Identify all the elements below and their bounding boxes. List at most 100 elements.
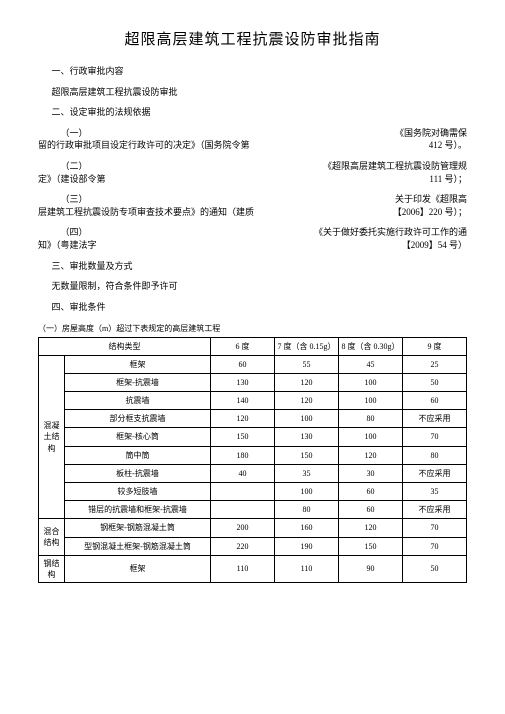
cell-type: 较多短肢墙 xyxy=(65,483,211,501)
cell-value: 100 xyxy=(339,373,403,391)
col-6deg: 6 度 xyxy=(211,337,275,355)
legal-item-left: （四）知》（粤建法字 xyxy=(38,226,314,251)
legal-item-ref1: 《超限高层建筑工程抗震设防管理规 xyxy=(323,160,467,173)
col-9deg: 9 度 xyxy=(403,337,467,355)
cell-type: 框架 xyxy=(65,355,211,373)
cell-value: 90 xyxy=(339,555,403,582)
cell-value: 120 xyxy=(275,373,339,391)
table-row: 板柱-抗震墙403530不应采用 xyxy=(39,464,467,482)
legal-item-number: （一） xyxy=(38,127,385,140)
table-row: 较多短肢墙 1006035 xyxy=(39,483,467,501)
legal-item-ref2: 【2006】220 号）； xyxy=(393,206,467,219)
cell-value: 35 xyxy=(403,483,467,501)
cell-value: 60 xyxy=(403,392,467,410)
section-4-head: 四、审批条件 xyxy=(38,301,467,314)
legal-item: （一）留的行政审批项目设定行政许可的决定》（国务院令第《国务院对确需保412 号… xyxy=(38,127,467,152)
cell-value: 160 xyxy=(275,519,339,537)
cell-type: 错层的抗震墙和框架-抗震墙 xyxy=(65,501,211,519)
legal-item-ref2: 412 号）。 xyxy=(395,139,467,152)
cell-value: 100 xyxy=(275,483,339,501)
cell-value: 55 xyxy=(275,355,339,373)
cell-value: 150 xyxy=(275,446,339,464)
cell-value: 140 xyxy=(211,392,275,410)
cell-value: 190 xyxy=(275,537,339,555)
cell-type: 板柱-抗震墙 xyxy=(65,464,211,482)
legal-item-number: （四） xyxy=(38,226,304,239)
cell-type: 框架-核心筒 xyxy=(65,428,211,446)
cell-value: 150 xyxy=(211,428,275,446)
legal-item-right: 《超限高层建筑工程抗震设防管理规111 号）； xyxy=(323,160,467,185)
legal-item-left: （二）定》（建设部令第 xyxy=(38,160,323,185)
legal-item-text: 留的行政审批项目设定行政许可的决定》（国务院令第 xyxy=(38,140,250,150)
table-caption: （一）房屋高度（m）超过下表规定的高层建筑工程 xyxy=(38,323,467,334)
cell-value: 80 xyxy=(403,446,467,464)
cell-type: 型钢混凝土框架-钢筋混凝土筒 xyxy=(65,537,211,555)
table-row: 错层的抗震墙和框架-抗震墙 8060不应采用 xyxy=(39,501,467,519)
cell-value xyxy=(211,501,275,519)
legal-item-left: （三）层建筑工程抗震设防专项审查技术要点》的通知（建质 xyxy=(38,193,393,218)
section-3-text: 无数量限制，符合条件即予许可 xyxy=(38,280,467,293)
cell-type: 部分框支抗震墙 xyxy=(65,410,211,428)
col-structure-type: 结构类型 xyxy=(39,337,211,355)
cell-value: 130 xyxy=(211,373,275,391)
group-label: 混凝土结构 xyxy=(39,355,65,519)
cell-value: 50 xyxy=(403,373,467,391)
cell-value: 80 xyxy=(339,410,403,428)
cell-value: 100 xyxy=(275,410,339,428)
legal-item-left: （一）留的行政审批项目设定行政许可的决定》（国务院令第 xyxy=(38,127,395,152)
cell-value: 220 xyxy=(211,537,275,555)
cell-value: 100 xyxy=(339,392,403,410)
legal-item-text: 定》（建设部令第 xyxy=(38,174,106,184)
legal-item-right: 关于印发《超限高【2006】220 号）； xyxy=(393,193,467,218)
cell-type: 框架 xyxy=(65,555,211,582)
cell-value: 35 xyxy=(275,464,339,482)
cell-value: 110 xyxy=(211,555,275,582)
group-label: 钢结构 xyxy=(39,555,65,582)
cell-value: 80 xyxy=(275,501,339,519)
cell-value: 120 xyxy=(339,519,403,537)
cell-value: 120 xyxy=(339,446,403,464)
cell-value: 不应采用 xyxy=(403,464,467,482)
legal-item-right: 《关于做好委托实施行政许可工作的通【2009】54 号） xyxy=(314,226,467,251)
table-row: 混凝土结构框架60554525 xyxy=(39,355,467,373)
table-row: 部分框支抗震墙12010080不应采用 xyxy=(39,410,467,428)
cell-value: 不应采用 xyxy=(403,410,467,428)
page-title: 超限高层建筑工程抗震设防审批指南 xyxy=(38,30,467,51)
cell-value: 70 xyxy=(403,428,467,446)
table-row: 筒中筒18015012080 xyxy=(39,446,467,464)
legal-item-right: 《国务院对确需保412 号）。 xyxy=(395,127,467,152)
cell-type: 钢框架-钢筋混凝土筒 xyxy=(65,519,211,537)
cell-type: 筒中筒 xyxy=(65,446,211,464)
table-row: 型钢混凝土框架-钢筋混凝土筒22019015070 xyxy=(39,537,467,555)
cell-value: 60 xyxy=(339,483,403,501)
cell-value: 30 xyxy=(339,464,403,482)
legal-item-text: 知》（粤建法字 xyxy=(38,240,97,250)
col-8deg: 8 度（含 0.30g） xyxy=(339,337,403,355)
legal-item-number: （二） xyxy=(38,160,313,173)
cell-value: 70 xyxy=(403,537,467,555)
col-7deg: 7 度（含 0.15g） xyxy=(275,337,339,355)
cell-value: 120 xyxy=(211,410,275,428)
table-row: 混合结构钢框架-钢筋混凝土筒20016012070 xyxy=(39,519,467,537)
table-header-row: 结构类型 6 度 7 度（含 0.15g） 8 度（含 0.30g） 9 度 xyxy=(39,337,467,355)
cell-value: 60 xyxy=(211,355,275,373)
legal-item-number: （三） xyxy=(38,193,383,206)
cell-value: 不应采用 xyxy=(403,501,467,519)
cell-value: 60 xyxy=(339,501,403,519)
cell-value: 25 xyxy=(403,355,467,373)
cell-value: 50 xyxy=(403,555,467,582)
cell-value: 45 xyxy=(339,355,403,373)
table-row: 抗震墙14012010060 xyxy=(39,392,467,410)
cell-type: 抗震墙 xyxy=(65,392,211,410)
cell-value xyxy=(211,483,275,501)
table-row: 框架-核心筒15013010070 xyxy=(39,428,467,446)
legal-item-ref1: 关于印发《超限高 xyxy=(393,193,467,206)
table-row: 框架-抗震墙13012010050 xyxy=(39,373,467,391)
legal-item-ref1: 《关于做好委托实施行政许可工作的通 xyxy=(314,226,467,239)
cell-value: 120 xyxy=(275,392,339,410)
cell-value: 150 xyxy=(339,537,403,555)
section-2-head: 二、设定审批的法规依据 xyxy=(38,106,467,119)
cell-value: 200 xyxy=(211,519,275,537)
legal-item-text: 层建筑工程抗震设防专项审查技术要点》的通知（建质 xyxy=(38,207,254,217)
table-row: 钢结构框架1101109050 xyxy=(39,555,467,582)
